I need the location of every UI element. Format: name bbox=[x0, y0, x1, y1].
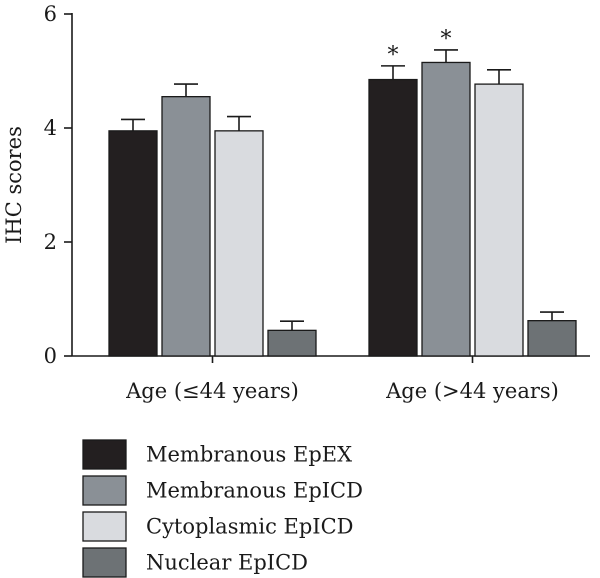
legend: Membranous EpEX Membranous EpICD Cytoplasm… bbox=[82, 439, 363, 578]
bar bbox=[214, 130, 264, 357]
bars: ** bbox=[108, 27, 577, 357]
y-tick-label: 6 bbox=[44, 2, 57, 26]
bar bbox=[421, 61, 471, 357]
legend-label: Membranous EpICD bbox=[146, 479, 363, 503]
legend-label: Nuclear EpICD bbox=[146, 551, 308, 575]
axes: 0 2 4 6 IHC scores Age (≤44 years) Age (>44 ye… bbox=[2, 2, 590, 403]
category-label: Age (≤44 years) bbox=[125, 379, 299, 403]
bar bbox=[474, 83, 524, 357]
y-tick-label: 4 bbox=[44, 116, 57, 140]
legend-swatch bbox=[82, 547, 127, 578]
bar bbox=[108, 130, 158, 357]
bar bbox=[527, 320, 577, 357]
y-axis-label: IHC scores bbox=[2, 126, 26, 244]
legend-swatch bbox=[82, 475, 127, 506]
legend-label: Cytoplasmic EpICD bbox=[146, 515, 354, 539]
legend-swatch bbox=[82, 511, 127, 542]
bar bbox=[267, 329, 317, 357]
bar bbox=[161, 96, 211, 357]
category-label: Age (>44 years) bbox=[385, 379, 559, 403]
legend-swatch bbox=[82, 439, 127, 470]
y-tick-label: 0 bbox=[44, 344, 57, 368]
legend-label: Membranous EpEX bbox=[146, 443, 352, 467]
y-tick-label: 2 bbox=[44, 230, 57, 254]
bar bbox=[368, 78, 418, 357]
significance-marker: * bbox=[388, 43, 399, 68]
significance-marker: * bbox=[441, 27, 452, 52]
